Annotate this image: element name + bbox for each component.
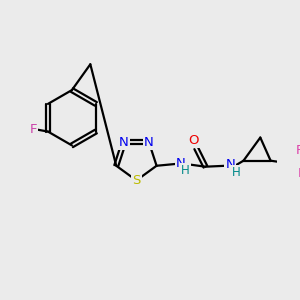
- Text: N: N: [225, 158, 235, 171]
- Text: H: H: [232, 166, 240, 179]
- Text: N: N: [144, 136, 154, 148]
- Text: S: S: [132, 174, 141, 187]
- Text: H: H: [181, 164, 190, 177]
- Text: N: N: [176, 157, 185, 169]
- Text: F: F: [29, 123, 37, 136]
- Text: N: N: [119, 136, 129, 148]
- Text: O: O: [188, 134, 199, 147]
- Text: F: F: [297, 167, 300, 180]
- Text: F: F: [296, 144, 300, 157]
